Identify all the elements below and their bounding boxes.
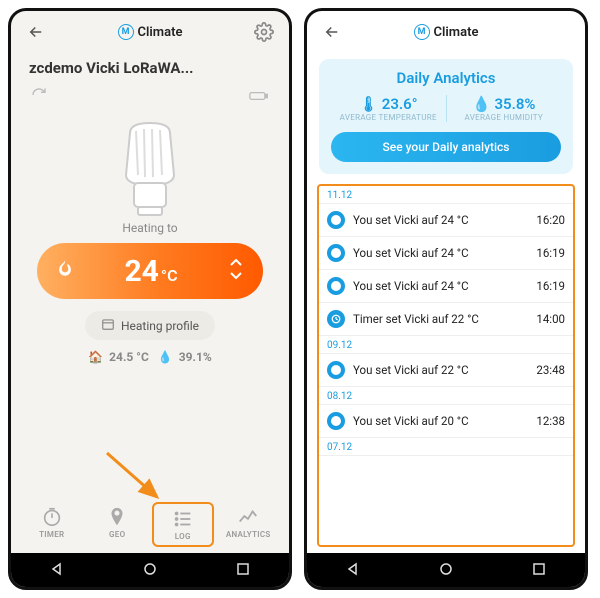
brand-logo-icon: M	[118, 24, 134, 40]
log-text: You set Vicki auf 24 °C	[353, 213, 528, 227]
thermometer-icon: 🌡	[359, 95, 378, 113]
nav-home-icon[interactable]	[143, 561, 157, 580]
brand-logo-icon: M	[414, 24, 430, 40]
tab-log[interactable]: LOG	[152, 502, 214, 547]
calendar-icon	[101, 317, 115, 334]
analytics-card: Daily Analytics 🌡 23.6° AVERAGE TEMPERAT…	[319, 59, 573, 174]
log-row[interactable]: You set Vicki auf 24 °C 16:19	[319, 237, 573, 270]
android-navbar	[11, 553, 289, 587]
nav-back-icon[interactable]	[50, 561, 64, 580]
log-row[interactable]: You set Vicki auf 24 °C 16:19	[319, 270, 573, 303]
log-row[interactable]: You set Vicki auf 20 °C 12:38	[319, 405, 573, 438]
log-time: 16:19	[536, 246, 565, 260]
metric-humidity: 💧 35.8% AVERAGE HUMIDITY	[447, 95, 562, 122]
back-icon[interactable]	[319, 19, 345, 45]
flame-icon	[55, 257, 75, 285]
log-time: 16:19	[536, 279, 565, 293]
log-row[interactable]: Timer set Vicki auf 22 °C 14:00	[319, 303, 573, 336]
analytics-title: Daily Analytics	[331, 69, 561, 87]
device-image	[11, 111, 289, 221]
temp-value: 24°C	[124, 254, 177, 289]
user-action-icon	[327, 361, 345, 379]
topbar: M Climate	[11, 11, 289, 53]
tab-timer[interactable]: TIMER	[21, 502, 83, 547]
log-time: 16:20	[536, 213, 565, 227]
brand-text: Climate	[434, 25, 479, 40]
log-text: You set Vicki auf 24 °C	[353, 279, 528, 293]
log-text: You set Vicki auf 24 °C	[353, 246, 528, 260]
temperature-pill[interactable]: 24°C	[37, 243, 263, 299]
log-date-header: 09.12	[319, 336, 573, 354]
log-date-header: 07.12	[319, 438, 573, 456]
status-row	[11, 87, 289, 111]
log-text: Timer set Vicki auf 22 °C	[353, 312, 528, 326]
timer-icon	[327, 310, 345, 328]
log-date-header: 08.12	[319, 387, 573, 405]
log-date-header: 11.12	[319, 186, 573, 204]
log-text: You set Vicki auf 20 °C	[353, 414, 528, 428]
log-row[interactable]: You set Vicki auf 24 °C 16:20	[319, 204, 573, 237]
profile-label: Heating profile	[121, 319, 199, 333]
user-action-icon	[327, 277, 345, 295]
phone-right: M Climate Daily Analytics 🌡 23.6° AVERAG…	[304, 8, 588, 590]
battery-icon	[249, 87, 269, 107]
android-navbar	[307, 553, 585, 587]
nav-recent-icon[interactable]	[236, 561, 250, 580]
refresh-icon[interactable]	[31, 87, 47, 107]
phone-left: M Climate zcdemo Vicki LoRaWA... Heating…	[8, 8, 292, 590]
log-time: 14:00	[536, 312, 565, 326]
user-action-icon	[327, 211, 345, 229]
home-icon: 🏠	[88, 350, 103, 364]
topbar: M Climate	[307, 11, 585, 53]
droplet-icon: 💧	[472, 95, 491, 113]
log-time: 23:48	[536, 363, 565, 377]
analytics-button[interactable]: See your Daily analytics	[331, 132, 561, 162]
environment-row: 🏠24.5 °C 💧39.1%	[11, 350, 289, 364]
user-action-icon	[327, 412, 345, 430]
settings-icon[interactable]	[251, 19, 277, 45]
tab-geo[interactable]: GEO	[86, 502, 148, 547]
heating-label: Heating to	[11, 221, 289, 235]
log-row[interactable]: You set Vicki auf 22 °C 23:48	[319, 354, 573, 387]
log-time: 12:38	[536, 414, 565, 428]
log-text: You set Vicki auf 22 °C	[353, 363, 528, 377]
back-icon[interactable]	[23, 19, 49, 45]
nav-home-icon[interactable]	[439, 561, 453, 580]
bottom-tabs: TIMER GEO LOG ANALYTICS	[11, 496, 289, 553]
user-action-icon	[327, 244, 345, 262]
temp-adjust-icon[interactable]	[227, 256, 245, 286]
nav-back-icon[interactable]	[346, 561, 360, 580]
log-list[interactable]: 11.12You set Vicki auf 24 °C16:20You set…	[317, 184, 575, 547]
tab-analytics[interactable]: ANALYTICS	[217, 502, 279, 547]
brand-text: Climate	[138, 25, 183, 40]
metrics-row: 🌡 23.6° AVERAGE TEMPERATURE 💧 35.8% AVER…	[331, 95, 561, 122]
brand: M Climate	[118, 24, 183, 40]
heating-profile-button[interactable]: Heating profile	[85, 311, 215, 340]
brand: M Climate	[414, 24, 479, 40]
droplet-icon: 💧	[158, 350, 173, 364]
device-title: zcdemo Vicki LoRaWA...	[11, 53, 289, 87]
nav-recent-icon[interactable]	[532, 561, 546, 580]
metric-temp: 🌡 23.6° AVERAGE TEMPERATURE	[331, 95, 447, 122]
